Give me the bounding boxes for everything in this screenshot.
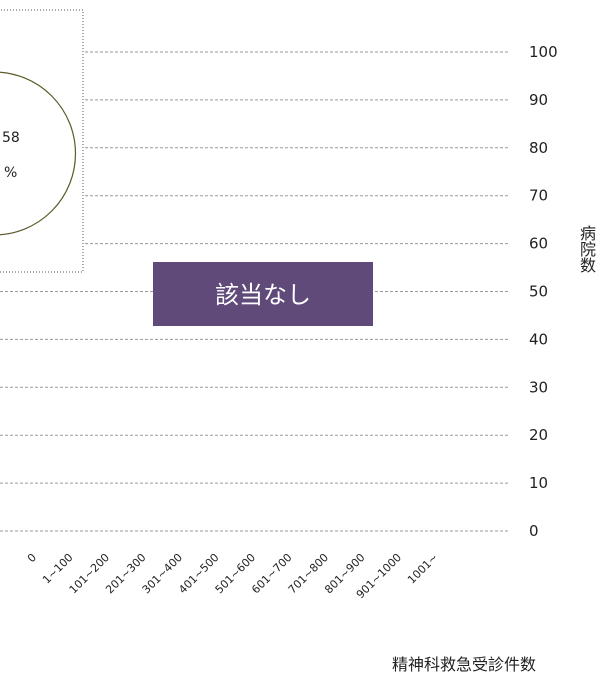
y-tick-label: 10 bbox=[529, 474, 548, 492]
x-category-label: 1~100 bbox=[40, 551, 76, 587]
y-tick-label: 40 bbox=[529, 330, 548, 348]
no-data-label: 該当なし bbox=[215, 281, 311, 309]
pie-value-label: 58 bbox=[2, 130, 20, 146]
no-data-overlay: 該当なし bbox=[153, 262, 373, 326]
y-tick-label: 100 bbox=[529, 43, 558, 61]
x-category-labels: 0 1~100101~200201~300301~400401~500501~60… bbox=[25, 551, 441, 601]
x-axis-title: 精神科救急受診件数 bbox=[392, 655, 536, 673]
pie-slice bbox=[0, 71, 77, 236]
y-axis-title-char: 病 bbox=[580, 224, 596, 243]
y-tick-label: 80 bbox=[529, 139, 548, 157]
inset-pie-chart: 58 % bbox=[0, 9, 84, 273]
y-tick-label: 50 bbox=[529, 283, 548, 301]
y-axis-title-char: 院 bbox=[580, 240, 596, 259]
y-tick-label: 20 bbox=[529, 426, 548, 444]
y-tick-label: 0 bbox=[529, 522, 539, 540]
y-tick-label: 60 bbox=[529, 235, 548, 253]
y-axis-title: 病院数 bbox=[580, 224, 596, 275]
inset-border bbox=[0, 9, 84, 273]
y-tick-labels: 0 10 20 30 40 50 60 70 80 90 100 bbox=[529, 43, 558, 540]
pie-percent-label: % bbox=[4, 165, 17, 181]
y-tick-label: 30 bbox=[529, 378, 548, 396]
y-axis-title-char: 数 bbox=[580, 256, 596, 275]
y-tick-label: 70 bbox=[529, 187, 548, 205]
y-tick-label: 90 bbox=[529, 91, 548, 109]
no-data-box bbox=[153, 262, 373, 326]
x-category-label: 1001~ bbox=[405, 551, 441, 587]
x-category-label: 0 bbox=[25, 551, 39, 565]
